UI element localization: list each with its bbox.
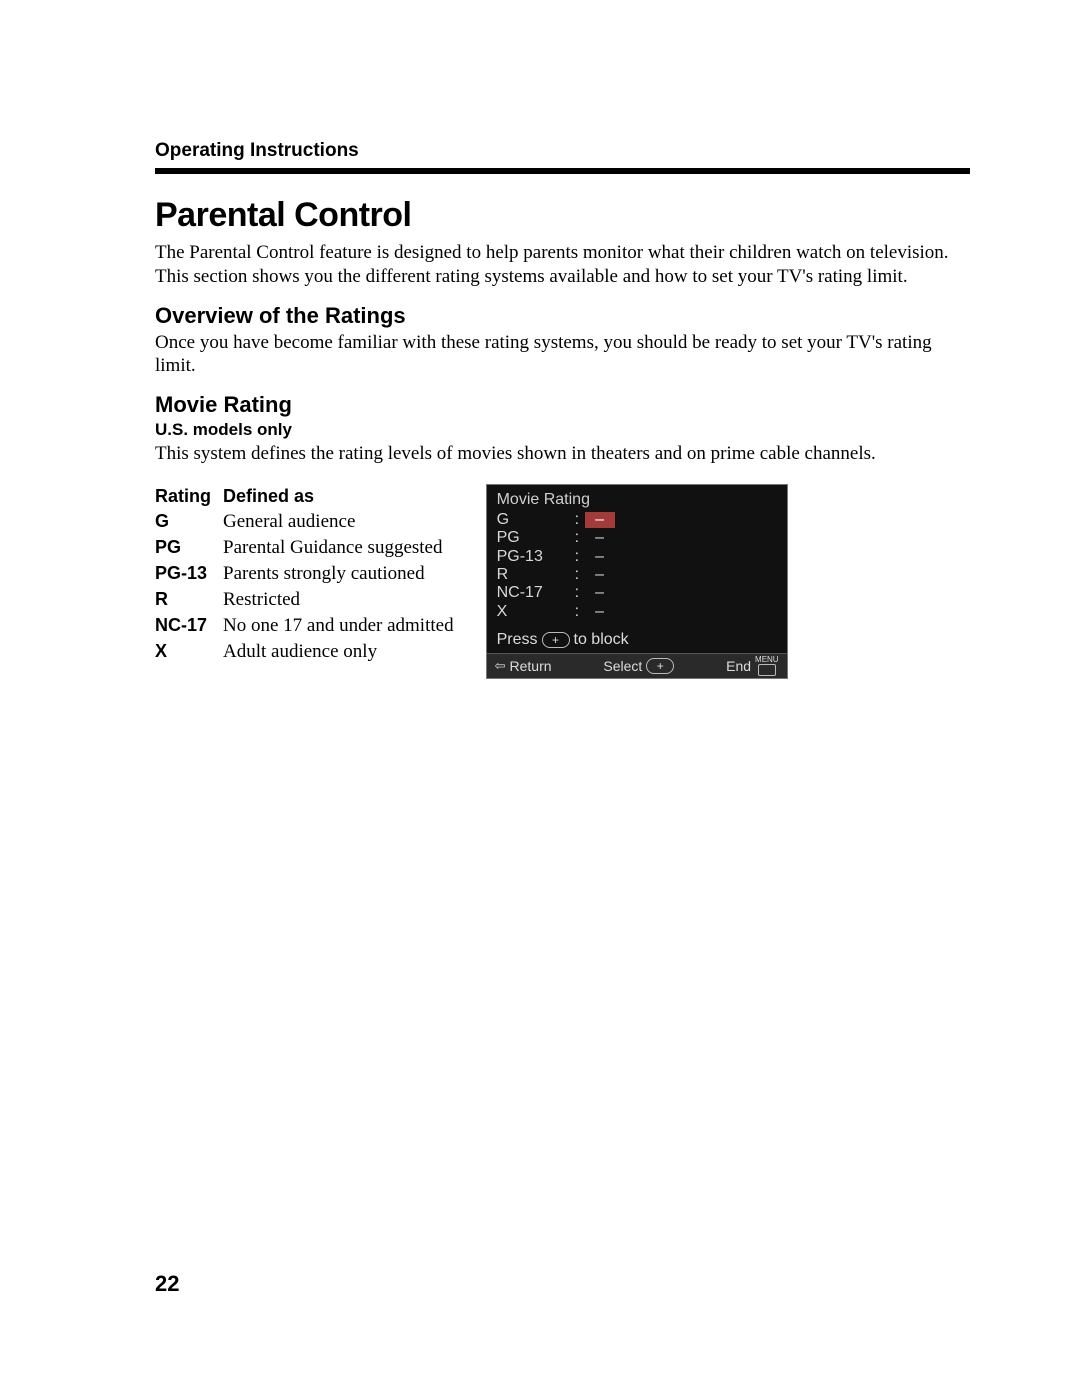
menu-icon-label: MENU	[755, 656, 779, 664]
osd-row: NC-17 : –	[497, 584, 777, 602]
osd-footer-end: End MENU	[726, 656, 778, 676]
osd-value: –	[585, 584, 615, 602]
osd-value: –	[585, 529, 615, 547]
menu-icon-box	[758, 664, 776, 676]
plus-button-icon: +	[542, 632, 570, 648]
osd-colon: :	[575, 584, 585, 602]
table-row: X Adult audience only	[155, 639, 466, 665]
osd-value-highlight: –	[585, 512, 615, 528]
osd-label: NC-17	[497, 584, 575, 602]
rating-definition: Restricted	[223, 587, 466, 613]
plus-button-icon: +	[646, 658, 674, 674]
osd-label: R	[497, 566, 575, 584]
osd-label: PG-13	[497, 548, 575, 566]
osd-row: PG : –	[497, 529, 777, 547]
return-arrow-icon: ⇦	[495, 658, 506, 674]
movie-rating-heading: Movie Rating	[155, 392, 970, 418]
osd-footer: ⇦ Return Select + End MENU	[487, 653, 787, 678]
osd-row: X : –	[497, 603, 777, 621]
rating-code: R	[155, 587, 223, 613]
ratings-content-row: Rating Defined as G General audience PG …	[155, 480, 970, 679]
rating-definition: Parents strongly cautioned	[223, 561, 466, 587]
osd-label: PG	[497, 529, 575, 547]
manual-page: Operating Instructions Parental Control …	[0, 0, 1080, 1397]
table-row: PG Parental Guidance suggested	[155, 535, 466, 561]
osd-press-instruction: Press + to block	[497, 631, 777, 649]
movie-rating-text: This system defines the rating levels of…	[155, 442, 970, 466]
osd-colon: :	[575, 529, 585, 547]
us-models-note: U.S. models only	[155, 420, 970, 440]
osd-colon: :	[575, 566, 585, 584]
table-row: NC-17 No one 17 and under admitted	[155, 613, 466, 639]
rating-code: PG	[155, 535, 223, 561]
osd-value: –	[585, 566, 615, 584]
rating-definition: Parental Guidance suggested	[223, 535, 466, 561]
intro-paragraph: The Parental Control feature is designed…	[155, 241, 970, 289]
overview-text: Once you have become familiar with these…	[155, 331, 970, 379]
rating-code: G	[155, 509, 223, 535]
rating-code: PG-13	[155, 561, 223, 587]
rating-code: X	[155, 639, 223, 665]
osd-return-label: Return	[510, 658, 552, 674]
osd-colon: :	[575, 511, 585, 529]
osd-colon: :	[575, 603, 585, 621]
page-number: 22	[155, 1271, 179, 1297]
table-header-defined: Defined as	[223, 484, 466, 509]
rating-definition: No one 17 and under admitted	[223, 613, 466, 639]
osd-row: R : –	[497, 566, 777, 584]
osd-inner: Movie Rating G : – PG : – PG-13 : –	[487, 485, 787, 653]
osd-title: Movie Rating	[497, 491, 777, 509]
menu-button-icon: MENU	[755, 656, 779, 676]
osd-press-prefix: Press	[497, 631, 538, 649]
rating-definition: General audience	[223, 509, 466, 535]
osd-row: G : –	[497, 511, 777, 529]
osd-row: PG-13 : –	[497, 548, 777, 566]
osd-colon: :	[575, 548, 585, 566]
overview-heading: Overview of the Ratings	[155, 303, 970, 329]
osd-select-label: Select	[603, 658, 642, 674]
table-header-rating: Rating	[155, 484, 223, 509]
ratings-table: Rating Defined as G General audience PG …	[155, 484, 466, 665]
tv-osd-screenshot: Movie Rating G : – PG : – PG-13 : –	[486, 484, 788, 679]
section-label: Operating Instructions	[155, 140, 970, 162]
osd-label: G	[497, 511, 575, 529]
osd-footer-select: Select +	[603, 658, 674, 674]
page-title: Parental Control	[155, 196, 970, 235]
osd-end-label: End	[726, 658, 751, 674]
osd-footer-return: ⇦ Return	[495, 658, 552, 674]
table-row: PG-13 Parents strongly cautioned	[155, 561, 466, 587]
header-rule	[155, 168, 970, 174]
rating-definition: Adult audience only	[223, 639, 466, 665]
table-row: G General audience	[155, 509, 466, 535]
osd-value: –	[585, 603, 615, 621]
rating-code: NC-17	[155, 613, 223, 639]
osd-label: X	[497, 603, 575, 621]
osd-value: –	[585, 548, 615, 566]
osd-press-suffix: to block	[574, 631, 629, 649]
table-row: R Restricted	[155, 587, 466, 613]
